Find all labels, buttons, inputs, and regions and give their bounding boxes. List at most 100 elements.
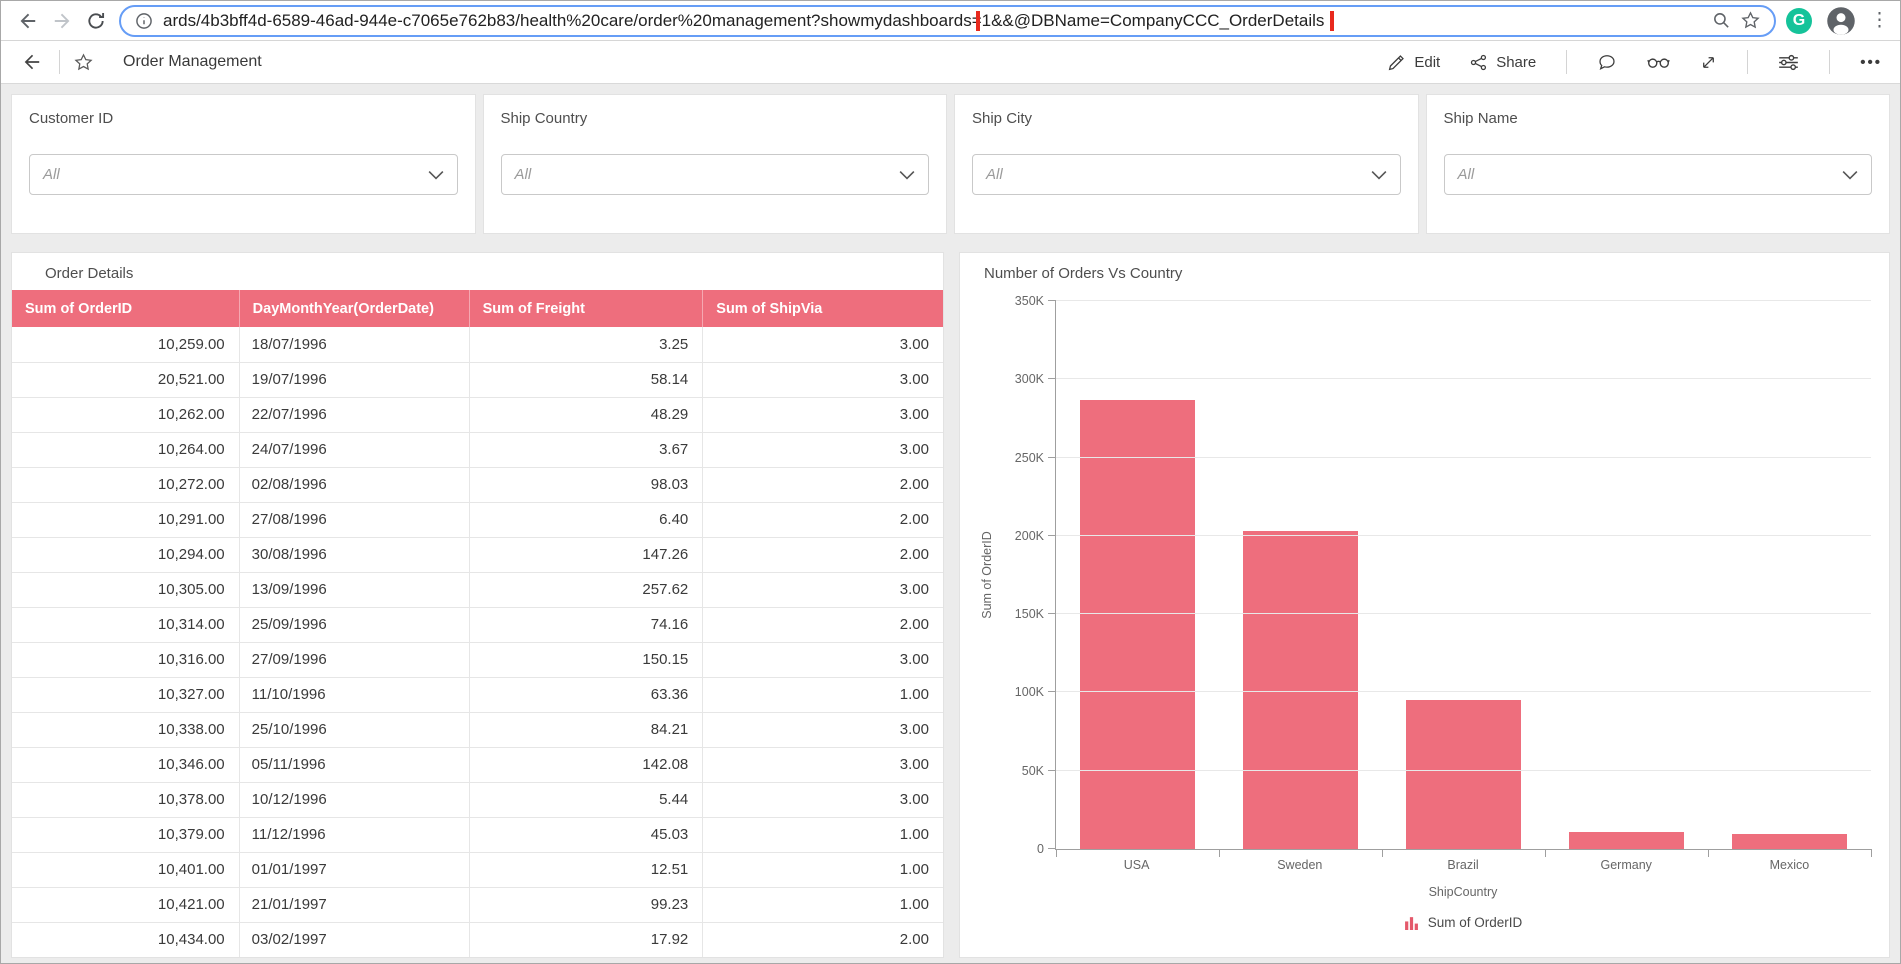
x-axis-label: Germany: [1600, 858, 1652, 872]
y-tick-mark: [1048, 691, 1056, 693]
address-bar[interactable]: ards/4b3bff4d-6589-46ad-944e-c7065e762b8…: [119, 4, 1776, 37]
table-cell: 2.00: [702, 467, 943, 503]
table-cell: 10,272.00: [12, 467, 240, 503]
table-header-row: Sum of OrderID DayMonthYear(OrderDate) S…: [12, 290, 943, 327]
table-cell: 01/01/1997: [239, 852, 470, 888]
y-tick-label: 350K: [1014, 294, 1044, 308]
table-cell: 10,264.00: [12, 432, 240, 468]
table-cell: 3.00: [702, 782, 943, 818]
table-cell: 2.00: [702, 607, 943, 643]
url-highlighted-segment: 1&&@DBName=CompanyCCC_OrderDetails: [975, 10, 1335, 31]
table-cell: 17.92: [469, 922, 704, 957]
dashboard-toolbar: Order Management Edit Share: [1, 41, 1900, 84]
bar-slot: [1545, 301, 1708, 849]
browser-chrome: ards/4b3bff4d-6589-46ad-944e-c7065e762b8…: [1, 1, 1900, 41]
table-row[interactable]: 10,264.00 24/07/1996 3.67 3.00: [12, 432, 943, 468]
share-button[interactable]: Share: [1470, 54, 1536, 71]
table-cell: 10,434.00: [12, 922, 240, 957]
table-cell: 74.16: [469, 607, 704, 643]
dropdown-value: All: [43, 166, 60, 183]
browser-forward-button[interactable]: [45, 4, 79, 38]
view-mode-button[interactable]: [1647, 55, 1670, 69]
toolbar-divider: [59, 50, 60, 74]
table-row[interactable]: 10,338.00 25/10/1996 84.21 3.00: [12, 712, 943, 748]
bar-brazil[interactable]: [1406, 700, 1521, 849]
ship-city-dropdown[interactable]: All: [972, 154, 1401, 195]
bar-germany[interactable]: [1569, 831, 1684, 849]
table-row[interactable]: 20,521.00 19/07/1996 58.14 3.00: [12, 362, 943, 398]
profile-avatar[interactable]: [1826, 6, 1856, 36]
dashboard-back-button[interactable]: [19, 49, 45, 75]
table-cell: 147.26: [469, 537, 704, 573]
y-tick-mark: [1048, 534, 1056, 536]
y-tick-label: 0: [1037, 842, 1044, 856]
table-cell: 10,314.00: [12, 607, 240, 643]
bookmark-star-icon[interactable]: [1741, 11, 1760, 30]
reload-icon: [88, 12, 105, 29]
table-row[interactable]: 10,259.00 18/07/1996 3.25 3.00: [12, 327, 943, 363]
table-row[interactable]: 10,294.00 30/08/1996 147.26 2.00: [12, 537, 943, 573]
page-title: Order Management: [123, 53, 262, 70]
table-row[interactable]: 10,401.00 01/01/1997 12.51 1.00: [12, 852, 943, 888]
table-cell: 18/07/1996: [239, 327, 470, 363]
table-cell: 1.00: [702, 852, 943, 888]
table-cell: 10,305.00: [12, 572, 240, 608]
table-row[interactable]: 10,434.00 03/02/1997 17.92 2.00: [12, 922, 943, 957]
back-arrow-icon: [20, 13, 36, 28]
table-row[interactable]: 10,327.00 11/10/1996 63.36 1.00: [12, 677, 943, 713]
grammarly-extension-icon[interactable]: G: [1786, 7, 1812, 34]
table-row[interactable]: 10,305.00 13/09/1996 257.62 3.00: [12, 572, 943, 608]
zoom-page-icon[interactable]: [1712, 11, 1731, 30]
ship-country-dropdown[interactable]: All: [500, 154, 929, 195]
chart-plot: 0 50K 100K 150K 200K 250K 300K 350K: [1015, 294, 1872, 857]
browser-back-button[interactable]: [11, 4, 45, 38]
table-row[interactable]: 10,314.00 25/09/1996 74.16 2.00: [12, 607, 943, 643]
table-cell: 13/09/1996: [239, 572, 470, 608]
bar-sweden[interactable]: [1243, 531, 1358, 849]
ship-name-dropdown[interactable]: All: [1443, 154, 1872, 195]
bar-slot: [1708, 301, 1871, 849]
toolbar-divider: [1747, 50, 1749, 74]
gridline: [1056, 456, 1871, 458]
orders-vs-country-panel: Number of Orders Vs Country Sum of Order…: [959, 252, 1890, 958]
bar-usa[interactable]: [1080, 399, 1195, 849]
table-cell: 10,294.00: [12, 537, 240, 573]
toolbar-divider: [1566, 50, 1568, 74]
table-cell: 1.00: [702, 677, 943, 713]
y-tick-mark: [1048, 456, 1056, 458]
table-cell: 63.36: [469, 677, 704, 713]
more-options-button[interactable]: •••: [1860, 53, 1882, 71]
fullscreen-button[interactable]: [1700, 54, 1717, 71]
legend-item[interactable]: Sum of OrderID: [1055, 915, 1871, 930]
customer-id-dropdown[interactable]: All: [29, 154, 458, 195]
filter-label: Customer ID: [29, 110, 114, 127]
table-row[interactable]: 10,378.00 10/12/1996 5.44 3.00: [12, 782, 943, 818]
comment-button[interactable]: [1597, 53, 1617, 72]
table-row[interactable]: 10,262.00 22/07/1996 48.29 3.00: [12, 397, 943, 433]
legend-label: Sum of OrderID: [1427, 915, 1523, 930]
table-cell: 150.15: [469, 642, 704, 678]
table-cell: 142.08: [469, 747, 704, 783]
table-row[interactable]: 10,379.00 11/12/1996 45.03 1.00: [12, 817, 943, 853]
favorite-star-icon[interactable]: [74, 52, 93, 72]
browser-menu-icon[interactable]: ⋮: [1870, 10, 1890, 31]
gridline: [1056, 534, 1871, 536]
table-row[interactable]: 10,421.00 21/01/1997 99.23 1.00: [12, 887, 943, 923]
browser-reload-button[interactable]: [79, 4, 113, 38]
table-cell: 48.29: [469, 397, 704, 433]
filter-settings-button[interactable]: [1778, 54, 1799, 71]
comment-bubble-icon: [1599, 54, 1615, 70]
table-cell: 20,521.00: [12, 362, 240, 398]
table-row[interactable]: 10,346.00 05/11/1996 142.08 3.00: [12, 747, 943, 783]
bar-mexico[interactable]: [1732, 834, 1847, 849]
edit-button[interactable]: Edit: [1388, 54, 1440, 71]
table-row[interactable]: 10,272.00 02/08/1996 98.03 2.00: [12, 467, 943, 503]
table-row[interactable]: 10,291.00 27/08/1996 6.40 2.00: [12, 502, 943, 538]
url-prefix: ards/4b3bff4d-6589-46ad-944e-c7065e762b8…: [163, 10, 982, 30]
page-info-icon[interactable]: [135, 12, 153, 30]
chart-title: Number of Orders Vs Country: [984, 265, 1183, 282]
table-cell: 22/07/1996: [239, 397, 470, 433]
table-cell: 10,259.00: [12, 327, 240, 363]
y-tick-mark: [1048, 378, 1056, 380]
table-row[interactable]: 10,316.00 27/09/1996 150.15 3.00: [12, 642, 943, 678]
